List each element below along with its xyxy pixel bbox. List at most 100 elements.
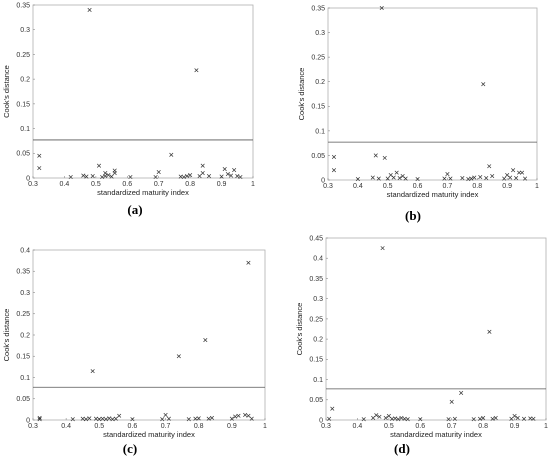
data-point-marker — [37, 166, 42, 171]
data-point-marker — [87, 416, 92, 421]
x-tick-label: 0.3 — [28, 181, 38, 188]
data-point-marker — [225, 171, 230, 177]
data-point-marker — [107, 416, 112, 421]
x-tick-label: 0.7 — [443, 183, 453, 190]
data-point-marker — [385, 176, 390, 181]
data-point-marker — [370, 175, 375, 180]
data-point-marker — [418, 417, 423, 422]
data-point-marker — [330, 406, 335, 411]
data-point-marker — [487, 164, 492, 169]
y-tick-label: 0.15 — [309, 357, 323, 364]
data-point-marker — [249, 416, 254, 421]
y-tick-label: 0.1 — [315, 128, 325, 135]
x-axis-label: standardized maturity index — [387, 190, 479, 199]
data-point-marker — [81, 173, 86, 178]
x-tick-label: 0.6 — [413, 183, 423, 190]
data-point-marker — [103, 417, 108, 422]
data-point-marker — [481, 82, 486, 87]
y-axis-label: Cook's distance — [2, 65, 11, 118]
y-tick-label: 0.35 — [309, 276, 323, 283]
data-point-marker — [415, 176, 420, 182]
data-point-marker — [449, 399, 454, 404]
data-point-marker — [442, 176, 447, 181]
y-tick-label: 0.2 — [20, 332, 30, 339]
data-point-marker — [515, 415, 520, 421]
data-point-marker — [355, 176, 360, 182]
x-tick-label: 0.7 — [154, 181, 164, 188]
data-point-marker — [163, 412, 168, 417]
data-point-marker — [219, 174, 224, 179]
y-tick-label: 0 — [26, 417, 30, 424]
panel-label-d: (d) — [394, 441, 410, 456]
data-point-marker — [100, 174, 105, 180]
data-point-marker — [106, 172, 111, 178]
y-tick-label: 0.4 — [20, 247, 30, 254]
x-tick-label: 0.5 — [383, 183, 393, 190]
x-tick-label: 0.6 — [122, 181, 132, 188]
x-tick-label: 0.8 — [478, 423, 488, 430]
data-point-marker — [229, 416, 234, 421]
data-point-marker — [514, 175, 519, 181]
data-point-marker — [83, 417, 89, 422]
x-tick-label: 0.6 — [415, 423, 425, 430]
data-point-marker — [472, 175, 477, 180]
x-tick-label: 0.3 — [321, 423, 331, 430]
data-point-marker — [460, 175, 465, 181]
plot-frame — [327, 7, 538, 181]
data-point-marker — [233, 414, 238, 419]
data-point-marker — [394, 170, 399, 175]
data-point-marker — [209, 415, 215, 420]
data-point-marker — [243, 412, 248, 417]
y-tick-label: 0.45 — [309, 235, 323, 242]
data-point-marker — [382, 155, 387, 160]
data-point-marker — [232, 168, 237, 173]
data-point-marker — [246, 413, 251, 418]
data-point-marker — [87, 7, 92, 12]
panel-label-c: (c) — [122, 441, 138, 456]
data-point-marker — [523, 176, 528, 181]
x-axis-label: standardized maturity index — [103, 430, 195, 439]
x-tick-label: 0.9 — [502, 183, 512, 190]
data-point-marker — [388, 173, 393, 178]
data-point-marker — [484, 175, 489, 181]
data-point-marker — [178, 174, 183, 179]
data-point-marker — [206, 173, 212, 179]
data-point-marker — [176, 354, 181, 359]
data-point-marker — [37, 153, 42, 158]
y-tick-label: 0.15 — [16, 101, 30, 108]
data-point-marker — [327, 416, 332, 421]
data-point-marker — [478, 175, 483, 180]
data-point-marker — [100, 416, 105, 421]
data-point-marker — [490, 416, 495, 421]
data-point-marker — [96, 163, 102, 168]
data-point-marker — [156, 170, 161, 175]
data-point-marker — [113, 416, 118, 421]
data-point-marker — [521, 416, 527, 421]
data-point-marker — [331, 168, 337, 173]
data-point-marker — [373, 153, 378, 158]
data-point-marker — [110, 417, 115, 422]
data-point-marker — [90, 369, 95, 374]
data-point-marker — [331, 154, 337, 159]
x-tick-label: 0.4 — [61, 423, 71, 430]
data-point-marker — [490, 174, 495, 179]
y-tick-label: 0.35 — [16, 2, 30, 9]
y-axis-label: Cook's distance — [295, 303, 304, 356]
y-tick-label: 0.35 — [16, 269, 30, 276]
data-point-marker — [228, 173, 234, 178]
y-tick-label: 0.1 — [313, 377, 323, 384]
y-tick-label: 0.1 — [20, 126, 30, 133]
y-tick-label: 0.1 — [20, 375, 30, 382]
x-axis-label: standardized maturity index — [390, 430, 482, 439]
data-point-marker — [188, 172, 193, 178]
x-tick-label: 0.5 — [384, 423, 394, 430]
data-point-marker — [452, 416, 457, 421]
data-point-marker — [128, 174, 133, 180]
data-point-marker — [379, 5, 384, 11]
data-point-marker — [459, 390, 464, 395]
chart-panel-d: 0.3 0.4 0.5 0.6 0.7 0.8 0.9 1 0 0.05 0.1 0.15 0.2 0.2… — [295, 235, 548, 439]
data-point-marker — [471, 417, 476, 422]
plot-frame — [32, 249, 266, 421]
x-tick-label: 1 — [263, 423, 267, 430]
data-point-marker — [469, 176, 474, 181]
